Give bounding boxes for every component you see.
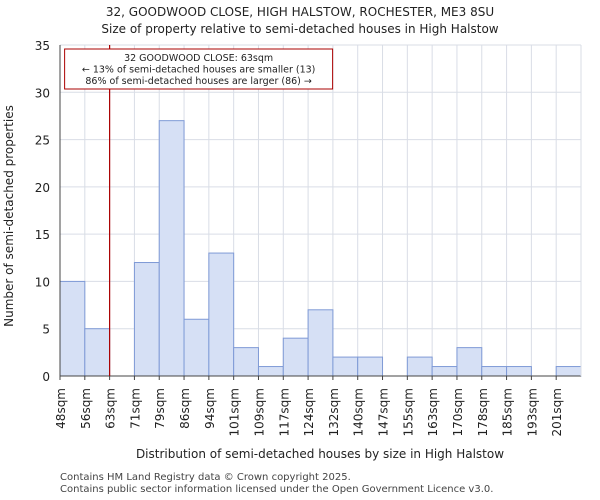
- histogram-bar: [59, 280, 86, 377]
- histogram-bar: [84, 328, 111, 377]
- x-tick-label: 185sqm: [501, 388, 515, 436]
- footer-copyright: Contains HM Land Registry data © Crown c…: [60, 472, 351, 483]
- bars: [59, 120, 582, 377]
- x-tick-label: 56sqm: [79, 388, 93, 429]
- x-tick-label: 124sqm: [302, 388, 316, 436]
- histogram-bar: [332, 356, 359, 377]
- histogram-bar: [555, 366, 582, 377]
- x-tick-label: 201sqm: [550, 388, 564, 436]
- chart-title: 32, GOODWOOD CLOSE, HIGH HALSTOW, ROCHES…: [106, 5, 494, 19]
- y-tick-label: 30: [35, 86, 50, 100]
- histogram-bar: [431, 366, 458, 377]
- x-tick-label: 63sqm: [104, 388, 118, 429]
- histogram-bar: [357, 356, 384, 377]
- x-tick-labels: 48sqm 56sqm 63sqm 71sqm 79sqm 86sqm 94sqm 101sq…: [54, 388, 564, 436]
- histogram-bar: [282, 337, 309, 377]
- histogram-bar: [158, 120, 185, 377]
- x-tick-label: 163sqm: [426, 388, 440, 436]
- x-tick-label: 117sqm: [277, 388, 291, 436]
- histogram-bar: [481, 366, 508, 377]
- histogram-bar: [257, 366, 284, 377]
- y-axis-label: Number of semi-detached properties: [2, 105, 16, 327]
- y-tick-label: 15: [35, 228, 50, 242]
- x-tick-label: 147sqm: [377, 388, 391, 436]
- histogram-bar: [456, 347, 483, 377]
- axes: [59, 45, 582, 380]
- x-tick-label: 101sqm: [228, 388, 242, 436]
- histogram-bar: [506, 366, 532, 377]
- footer-licence: Contains public sector information licen…: [60, 484, 494, 495]
- property-marker: 32 GOODWOOD CLOSE: 63sqm← 13% of semi-de…: [64, 45, 334, 376]
- x-tick-label: 109sqm: [252, 388, 266, 436]
- annotation-line: ← 13% of semi-detached houses are smalle…: [82, 65, 316, 76]
- x-tick-label: 155sqm: [401, 388, 415, 436]
- histogram-bar: [208, 252, 235, 377]
- x-tick-label: 71sqm: [128, 388, 142, 429]
- x-tick-label: 86sqm: [178, 388, 192, 429]
- chart-subtitle: Size of property relative to semi-detach…: [101, 22, 498, 36]
- x-tick-label: 94sqm: [203, 388, 217, 429]
- histogram-bar: [233, 347, 259, 377]
- y-tick-label: 0: [42, 370, 50, 384]
- y-tick-label: 5: [42, 323, 50, 337]
- y-tick-label: 10: [35, 275, 50, 289]
- y-tick-labels: 0 5 10 15 20 25 30 35: [35, 39, 50, 384]
- y-tick-label: 25: [35, 134, 50, 148]
- y-tick-label: 35: [35, 39, 50, 53]
- x-tick-label: 170sqm: [451, 388, 465, 436]
- histogram-bar: [183, 318, 210, 377]
- x-tick-label: 79sqm: [153, 388, 167, 429]
- annotation-line: 86% of semi-detached houses are larger (…: [85, 76, 312, 87]
- histogram-bar: [133, 262, 160, 377]
- x-tick-label: 48sqm: [54, 388, 68, 429]
- x-axis-label: Distribution of semi-detached houses by …: [136, 447, 504, 461]
- histogram-bar: [406, 356, 433, 377]
- annotation-box: [64, 48, 334, 90]
- x-tick-label: 132sqm: [327, 388, 341, 436]
- x-tick-label: 178sqm: [476, 388, 490, 436]
- y-tick-label: 20: [35, 181, 50, 195]
- x-tick-label: 193sqm: [525, 388, 539, 436]
- histogram-bar: [307, 309, 334, 377]
- x-tick-label: 140sqm: [352, 388, 366, 436]
- annotation-line: 32 GOODWOOD CLOSE: 63sqm: [124, 53, 273, 64]
